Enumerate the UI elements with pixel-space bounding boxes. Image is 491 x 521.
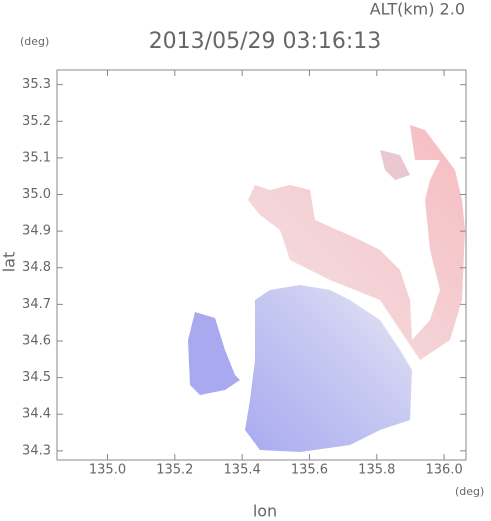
x-tick-label: 135.2 — [156, 463, 193, 478]
x-tick-label: 135.4 — [224, 463, 261, 478]
y-unit: (deg) — [20, 35, 49, 48]
x-tick-label: 135.0 — [89, 463, 126, 478]
y-tick-label: 34.8 — [22, 260, 51, 275]
x-tick-label: 135.6 — [291, 463, 328, 478]
x-unit: (deg) — [455, 485, 484, 498]
subtitle: ALT(km) 2.0 — [370, 0, 465, 19]
y-tick-label: 34.7 — [22, 297, 51, 312]
y-tick-label: 34.5 — [22, 370, 51, 385]
velocity-field — [188, 125, 465, 452]
y-tick-label: 35.3 — [22, 77, 51, 92]
x-tick-label: 136.0 — [426, 463, 463, 478]
x-tick-label: 135.8 — [358, 463, 395, 478]
y-tick-label: 34.6 — [22, 333, 51, 348]
y-tick-label: 35.1 — [22, 150, 51, 165]
y-tick-label: 34.9 — [22, 224, 51, 239]
chart-title: 2013/05/29 03:16:13 — [149, 29, 382, 54]
x-axis-label: lon — [253, 502, 277, 521]
y-tick-label: 35.2 — [22, 114, 51, 129]
y-tick-label: 34.3 — [22, 443, 51, 458]
y-tick-label: 35.0 — [22, 187, 51, 202]
plot-frame — [56, 69, 467, 461]
y-tick-label: 34.4 — [22, 407, 51, 422]
y-axis-label: lat — [0, 252, 19, 273]
